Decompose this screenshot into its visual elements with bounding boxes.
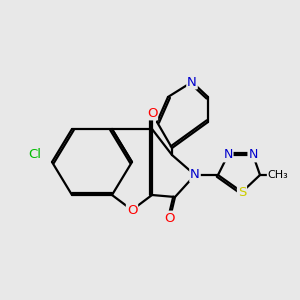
Text: N: N bbox=[190, 169, 200, 182]
Text: N: N bbox=[187, 76, 197, 88]
Text: Cl: Cl bbox=[28, 148, 41, 161]
Text: O: O bbox=[147, 106, 157, 119]
Text: N: N bbox=[248, 148, 258, 161]
Text: S: S bbox=[238, 185, 246, 199]
Text: O: O bbox=[165, 212, 175, 224]
Text: N: N bbox=[223, 148, 233, 161]
Text: CH₃: CH₃ bbox=[268, 170, 288, 180]
Text: O: O bbox=[127, 203, 137, 217]
